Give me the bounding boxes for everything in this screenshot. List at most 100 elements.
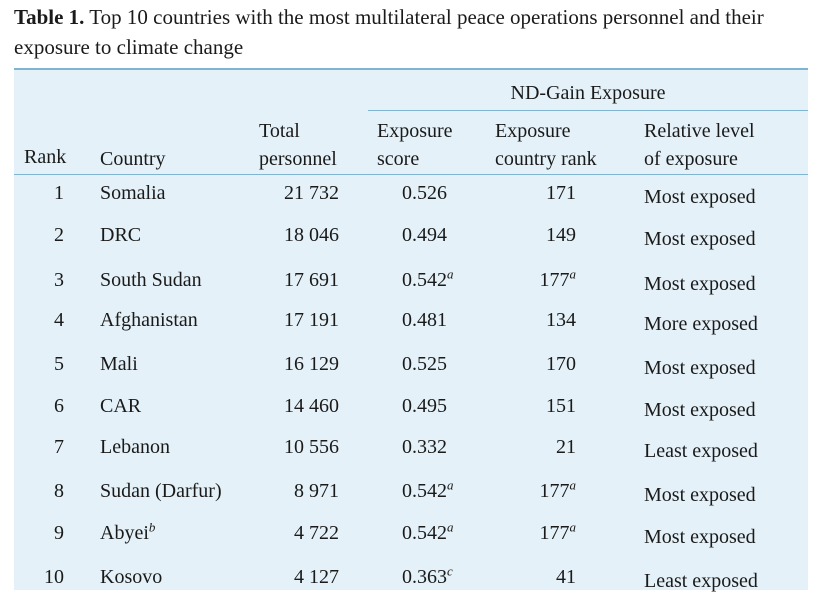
cell-personnel-value: 17 691 bbox=[284, 268, 339, 291]
cell-country-value: CAR bbox=[100, 395, 142, 417]
cell-exposure-score: 0.495 bbox=[402, 393, 447, 419]
cell-exposure-rank-value: 171 bbox=[546, 182, 576, 204]
header-level-line1: Relative level bbox=[644, 120, 755, 142]
cell-exposure-rank-value: 151 bbox=[546, 395, 576, 417]
cell-exposure-score-value: 0.542 bbox=[402, 268, 447, 291]
cell-rank: 7 bbox=[14, 434, 64, 460]
cell-country-value: Mali bbox=[100, 352, 138, 375]
cell-exposure-score: 0.363c bbox=[402, 564, 453, 590]
cell-exposure-rank: 149 bbox=[494, 222, 576, 248]
cell-exposure-rank: 134 bbox=[494, 307, 576, 333]
cell-country: Sudan (Darfur) bbox=[100, 478, 222, 504]
header-total-line2: personnel bbox=[259, 148, 337, 170]
cell-personnel: 17 191 bbox=[244, 307, 339, 333]
cell-exposure-score-value: 0.542 bbox=[402, 522, 447, 545]
cell-exposure-rank-value: 170 bbox=[546, 352, 576, 375]
footnote-marker: b bbox=[148, 519, 156, 535]
header-bottom-rule bbox=[14, 174, 808, 175]
cell-country-value: Kosovo bbox=[100, 565, 163, 588]
header-group-rule bbox=[368, 110, 808, 111]
cell-personnel-value: 18 046 bbox=[284, 224, 339, 247]
cell-rank-value: 3 bbox=[54, 268, 64, 291]
cell-exposure-rank: 177a bbox=[494, 477, 577, 504]
cell-rank-value: 2 bbox=[54, 224, 64, 247]
cell-country-value: Abyei bbox=[100, 522, 149, 545]
cell-rank: 4 bbox=[14, 307, 64, 333]
cell-relative-level: Most exposed bbox=[644, 524, 756, 550]
cell-exposure-score: 0.525 bbox=[402, 351, 447, 377]
header-score-line2: score bbox=[377, 148, 420, 170]
cell-relative-level: Least exposed bbox=[644, 568, 758, 594]
cell-exposure-score: 0.494 bbox=[402, 222, 447, 248]
cell-personnel-value: 4 127 bbox=[294, 565, 339, 588]
cell-exposure-rank-value: 41 bbox=[556, 565, 576, 588]
cell-rank: 5 bbox=[14, 351, 64, 377]
cell-exposure-rank: 170 bbox=[494, 351, 576, 377]
cell-personnel: 10 556 bbox=[244, 434, 339, 460]
cell-personnel: 18 046 bbox=[244, 222, 339, 248]
cell-exposure-rank-value: 177 bbox=[539, 479, 570, 502]
cell-relative-level: Most exposed bbox=[644, 184, 756, 210]
cell-relative-level: Most exposed bbox=[644, 397, 756, 423]
footnote-marker: a bbox=[569, 477, 577, 493]
cell-personnel-value: 14 460 bbox=[284, 395, 339, 417]
header-group-nd-gain: ND-Gain Exposure bbox=[510, 82, 666, 104]
cell-country: Lebanon bbox=[100, 434, 170, 460]
cell-country: South Sudan bbox=[100, 267, 202, 293]
cell-country: Kosovo bbox=[100, 564, 162, 590]
footnote-marker: a bbox=[447, 266, 454, 282]
cell-rank-value: 8 bbox=[54, 479, 64, 502]
cell-personnel-value: 17 191 bbox=[284, 309, 339, 332]
cell-relative-level-value: Least exposed bbox=[644, 569, 758, 592]
cell-rank-value: 6 bbox=[54, 395, 64, 417]
cell-personnel-value: 8 971 bbox=[294, 479, 339, 502]
cell-rank: 3 bbox=[14, 267, 64, 293]
cell-relative-level-value: Most exposed bbox=[644, 228, 756, 251]
footnote-marker: a bbox=[447, 519, 454, 535]
cell-relative-level-value: Most exposed bbox=[644, 272, 756, 295]
cell-relative-level: Most exposed bbox=[644, 355, 756, 381]
footnote-marker: a bbox=[447, 477, 454, 493]
header-country: Country bbox=[100, 148, 166, 170]
cell-rank-value: 7 bbox=[54, 436, 64, 459]
cell-exposure-rank-value: 149 bbox=[546, 224, 576, 247]
cell-rank: 6 bbox=[14, 393, 64, 419]
cell-relative-level-value: Least exposed bbox=[644, 440, 758, 463]
cell-exposure-score-value: 0.363 bbox=[402, 565, 447, 588]
cell-personnel: 21 732 bbox=[244, 180, 339, 206]
cell-exposure-score-value: 0.494 bbox=[402, 224, 447, 247]
cell-country: DRC bbox=[100, 222, 141, 248]
cell-personnel-value: 4 722 bbox=[294, 522, 339, 545]
cell-country: CAR bbox=[100, 393, 141, 419]
cell-rank: 2 bbox=[14, 222, 64, 248]
cell-country: Afghanistan bbox=[100, 307, 198, 333]
cell-exposure-score: 0.526 bbox=[402, 180, 447, 206]
footnote-marker: a bbox=[569, 266, 577, 282]
cell-relative-level: Most exposed bbox=[644, 226, 756, 252]
header-total-line1: Total bbox=[259, 120, 300, 142]
cell-personnel: 8 971 bbox=[244, 478, 339, 504]
cell-rank-value: 9 bbox=[54, 522, 64, 545]
cell-exposure-rank-value: 177 bbox=[539, 268, 570, 291]
cell-exposure-score-value: 0.526 bbox=[402, 182, 447, 204]
cell-personnel: 4 127 bbox=[244, 564, 339, 590]
cell-relative-level-value: Most exposed bbox=[644, 483, 756, 506]
cell-country-value: Sudan (Darfur) bbox=[100, 479, 222, 502]
cell-rank-value: 4 bbox=[54, 309, 64, 332]
cell-exposure-rank-value: 177 bbox=[539, 522, 570, 545]
cell-country-value: South Sudan bbox=[100, 268, 202, 291]
cell-exposure-score: 0.481 bbox=[402, 307, 447, 333]
cell-relative-level-value: Most exposed bbox=[644, 186, 756, 208]
cell-exposure-score: 0.332 bbox=[402, 434, 447, 460]
footnote-marker: a bbox=[569, 519, 577, 535]
cell-country: Mali bbox=[100, 351, 138, 377]
cell-exposure-score-value: 0.542 bbox=[402, 479, 447, 502]
cell-personnel: 16 129 bbox=[244, 351, 339, 377]
cell-exposure-score: 0.542a bbox=[402, 520, 454, 546]
cell-rank-value: 1 bbox=[54, 182, 64, 204]
cell-personnel: 4 722 bbox=[244, 520, 339, 546]
cell-exposure-rank-value: 134 bbox=[546, 309, 576, 332]
cell-relative-level: Most exposed bbox=[644, 271, 756, 297]
cell-personnel-value: 10 556 bbox=[284, 436, 339, 459]
footnote-marker: c bbox=[447, 562, 453, 578]
